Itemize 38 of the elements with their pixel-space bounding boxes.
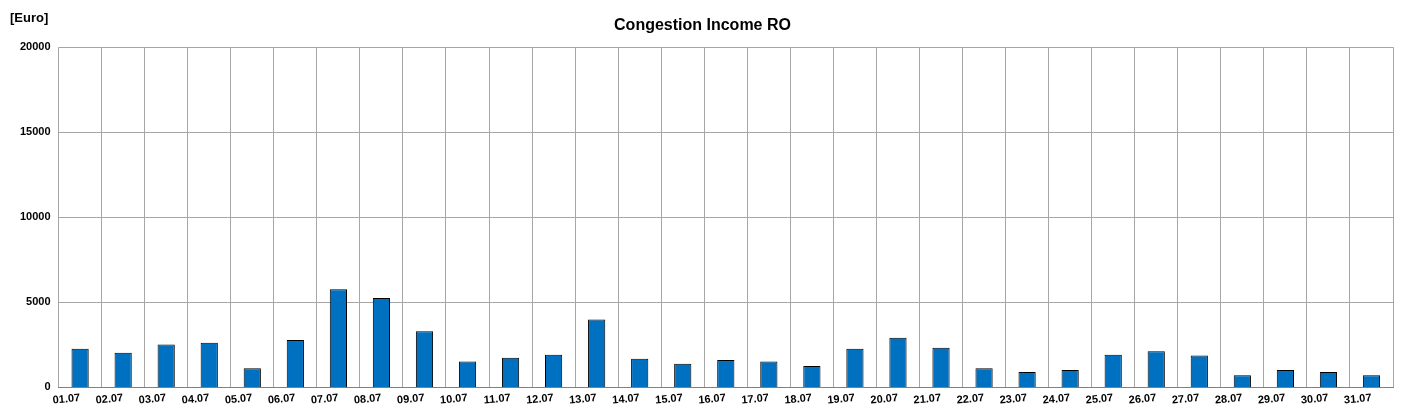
x-tick-label: 04.07 [181, 391, 210, 406]
x-tick-label: 27.07 [1171, 391, 1200, 406]
x-tick-label: 02.07 [95, 391, 124, 406]
chart-title: Congestion Income RO [614, 16, 791, 34]
x-tick-label: 05.07 [224, 391, 253, 406]
x-tick-label: 25.07 [1085, 391, 1114, 406]
x-tick-label: 11.07 [483, 391, 512, 406]
x-tick-label: 12.07 [525, 391, 555, 406]
x-tick-label: 13.07 [568, 391, 598, 406]
y-tick-label: 10000 [19, 210, 51, 223]
x-tick-label: 28.07 [1214, 391, 1243, 406]
y-tick-label: 20000 [19, 40, 51, 53]
x-tick-label: 08.07 [353, 391, 382, 406]
x-tick-label: 14.07 [611, 391, 641, 406]
x-tick-label: 29.07 [1257, 391, 1286, 406]
x-tick-label: 10.07 [439, 391, 468, 406]
x-tick-label: 30.07 [1300, 391, 1329, 406]
y-axis-title: [Euro] [10, 10, 49, 26]
x-tick-label: 20.07 [869, 391, 899, 406]
y-tick-label: 0 [44, 380, 51, 393]
x-tick-label: 24.07 [1042, 391, 1071, 406]
x-tick-label: 03.07 [138, 391, 167, 406]
x-tick-label: 01.07 [52, 391, 81, 406]
y-tick-label: 15000 [19, 125, 51, 138]
x-tick-label: 26.07 [1128, 391, 1157, 406]
x-tick-label: 17.07 [740, 391, 770, 406]
x-tick-label: 09.07 [396, 391, 425, 406]
x-tick-label: 16.07 [697, 391, 727, 406]
x-tick-label: 19.07 [826, 391, 856, 406]
x-tick-label: 06.07 [267, 391, 296, 406]
x-tick-label: 23.07 [999, 391, 1028, 406]
y-tick-label: 5000 [26, 295, 51, 308]
x-tick-label: 18.07 [783, 391, 813, 406]
x-tick-label: 07.07 [310, 391, 339, 406]
x-tick-label: 22.07 [956, 391, 985, 406]
x-tick-label: 31.07 [1343, 391, 1372, 406]
x-tick-label: 21.07 [912, 391, 942, 406]
x-tick-label: 15.07 [654, 391, 684, 406]
